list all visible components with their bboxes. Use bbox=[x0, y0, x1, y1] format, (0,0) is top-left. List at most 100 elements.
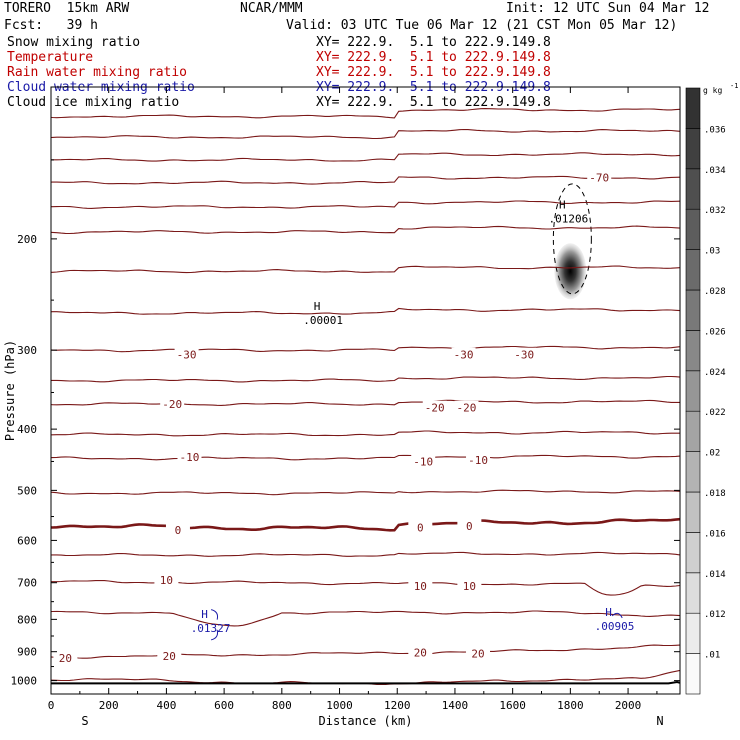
contour-label-bg bbox=[408, 520, 433, 534]
x-tick-label: 600 bbox=[214, 699, 234, 712]
contour-label-bg bbox=[457, 578, 482, 592]
y-tick-label: 900 bbox=[17, 646, 37, 659]
field-xy-snow: XY= 222.9. 5.1 to 222.9.149.8 bbox=[316, 35, 551, 50]
colorbar-label: .018 bbox=[704, 489, 726, 499]
colorbar-box bbox=[685, 451, 701, 493]
plot-frame bbox=[50, 86, 681, 695]
cloud-water-contour bbox=[611, 612, 623, 619]
contour-label-bg bbox=[174, 347, 199, 361]
contour-label-bg bbox=[454, 400, 479, 414]
x-tick-label: 1800 bbox=[557, 699, 584, 712]
contour-label-bg bbox=[451, 347, 476, 361]
colorbar-unit: g kg bbox=[703, 86, 722, 95]
temperature-contour-m70 bbox=[51, 108, 680, 119]
temperature-contour-5 bbox=[51, 551, 680, 557]
model-title: TORERO 15km ARW bbox=[4, 1, 130, 16]
temperature-contour-m15 bbox=[51, 430, 680, 437]
temperature-contour-m30 bbox=[51, 345, 680, 353]
temperature-contour-m10 bbox=[51, 454, 680, 461]
colorbar-box bbox=[685, 612, 701, 654]
colorbar-label: .016 bbox=[704, 529, 726, 539]
contour-label-bg bbox=[408, 645, 433, 659]
colorbar-label: .022 bbox=[704, 408, 726, 418]
colorbar-box bbox=[685, 491, 701, 533]
field-xy-temperature: XY= 222.9. 5.1 to 222.9.149.8 bbox=[316, 50, 551, 65]
colorbar-box bbox=[685, 168, 701, 210]
temperature-contour-m65 bbox=[51, 128, 680, 140]
temperature-contour-m35 bbox=[51, 307, 680, 315]
x-tick-label: 1000 bbox=[326, 699, 353, 712]
colorbar-box bbox=[685, 410, 701, 452]
x-tick-label: 200 bbox=[99, 699, 119, 712]
temperature-contour-label: 20 bbox=[163, 650, 176, 663]
contour-label-bg bbox=[160, 396, 185, 410]
colorbar-box bbox=[685, 653, 701, 695]
valid-time: Valid: 03 UTC Tue 06 Mar 12 (21 CST Mon … bbox=[286, 18, 678, 33]
temperature-contour-label: 10 bbox=[160, 574, 173, 587]
contour-label-bg bbox=[154, 572, 179, 586]
y-tick-label: 200 bbox=[17, 233, 37, 246]
colorbar-box bbox=[685, 289, 701, 331]
temperature-contour-label: -20 bbox=[162, 398, 182, 411]
colorbar-box bbox=[685, 572, 701, 614]
colorbar-label: .01 bbox=[704, 651, 720, 661]
contour-label-bg bbox=[466, 646, 491, 660]
temperature-contour-label: 0 bbox=[417, 521, 424, 534]
temperature-contour-m55 bbox=[51, 175, 680, 185]
field-name-snow: Snow mixing ratio bbox=[7, 35, 141, 50]
maximum-marker-h: H bbox=[314, 300, 321, 313]
y-tick-label: 600 bbox=[17, 534, 37, 547]
cloud-water-contour bbox=[210, 609, 219, 641]
colorbar-box bbox=[685, 532, 701, 574]
y-tick-label: 300 bbox=[17, 344, 37, 357]
temperature-contour-0 bbox=[51, 517, 680, 532]
colorbar-box bbox=[685, 128, 701, 170]
colorbar-label: .03 bbox=[704, 247, 720, 257]
y-tick-label: 700 bbox=[17, 577, 37, 590]
temperature-contour-15 bbox=[51, 610, 680, 627]
contour-label-bg bbox=[512, 347, 537, 361]
field-name-cloud-ice: Cloud ice mixing ratio bbox=[7, 95, 180, 110]
colorbar-box bbox=[685, 330, 701, 372]
temperature-contour-label: -30 bbox=[177, 349, 197, 362]
field-name-rain: Rain water mixing ratio bbox=[7, 65, 188, 80]
contour-label-bg bbox=[177, 450, 202, 464]
maximum-marker-h: H bbox=[201, 608, 208, 621]
temperature-contour-label: 10 bbox=[414, 580, 427, 593]
temperature-contour-m25 bbox=[51, 375, 680, 383]
temperature-contour-label: 20 bbox=[471, 648, 484, 661]
field-xy-rain: XY= 222.9. 5.1 to 222.9.149.8 bbox=[316, 65, 551, 80]
temperature-contour-label: -10 bbox=[413, 455, 433, 468]
x-tick-label: 1200 bbox=[384, 699, 411, 712]
contour-label-bg bbox=[411, 454, 436, 468]
contour-label-bg bbox=[587, 170, 612, 184]
temperature-contour-label: -30 bbox=[514, 349, 534, 362]
terrain-surface-line bbox=[51, 680, 680, 685]
temperature-contour-25 bbox=[51, 669, 680, 686]
contour-label-bg bbox=[466, 453, 491, 467]
x-axis-label: Distance (km) bbox=[319, 714, 413, 728]
y-tick-label: 400 bbox=[17, 423, 37, 436]
center-title: NCAR/MMM bbox=[240, 1, 303, 16]
snow-shading bbox=[554, 243, 587, 300]
contour-label-bg bbox=[157, 648, 182, 662]
colorbar-box bbox=[685, 370, 701, 412]
colorbar-label: .026 bbox=[704, 327, 726, 337]
temperature-contour-label: 0 bbox=[175, 524, 182, 537]
temperature-contour-label: 10 bbox=[463, 580, 476, 593]
init-time: Init: 12 UTC Sun 04 Mar 12 bbox=[506, 1, 710, 16]
colorbar-label: .036 bbox=[704, 125, 726, 135]
x-tick-label: 0 bbox=[48, 699, 55, 712]
contour-label-bg bbox=[53, 651, 78, 665]
temperature-contour-label: 0 bbox=[466, 520, 473, 533]
contour-label-bg bbox=[165, 523, 190, 537]
y-tick-label: 1000 bbox=[11, 675, 38, 688]
colorbar-label: .012 bbox=[704, 610, 726, 620]
colorbar-box bbox=[685, 249, 701, 291]
direction-south-label: S bbox=[81, 714, 88, 728]
maximum-value: .01206 bbox=[548, 213, 588, 226]
temperature-contour-m50 bbox=[51, 200, 680, 209]
forecast-hour: Fcst: 39 h bbox=[4, 18, 98, 33]
colorbar-unit-exponent: -1 bbox=[730, 82, 738, 90]
